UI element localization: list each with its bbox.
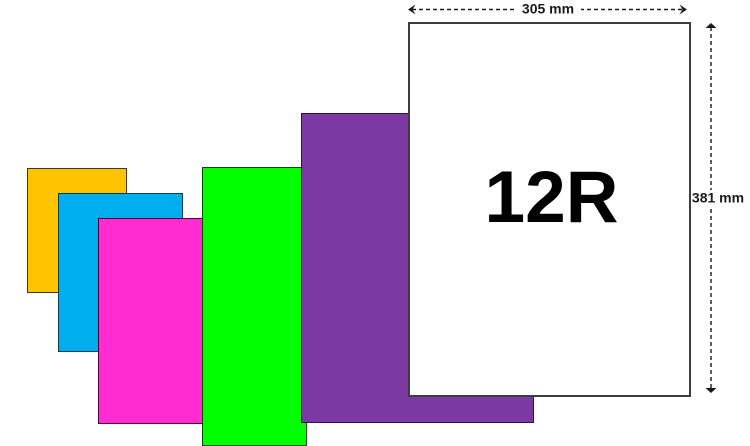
- svg-text:381 mm: 381 mm: [692, 190, 744, 206]
- svg-text:305 mm: 305 mm: [522, 1, 574, 17]
